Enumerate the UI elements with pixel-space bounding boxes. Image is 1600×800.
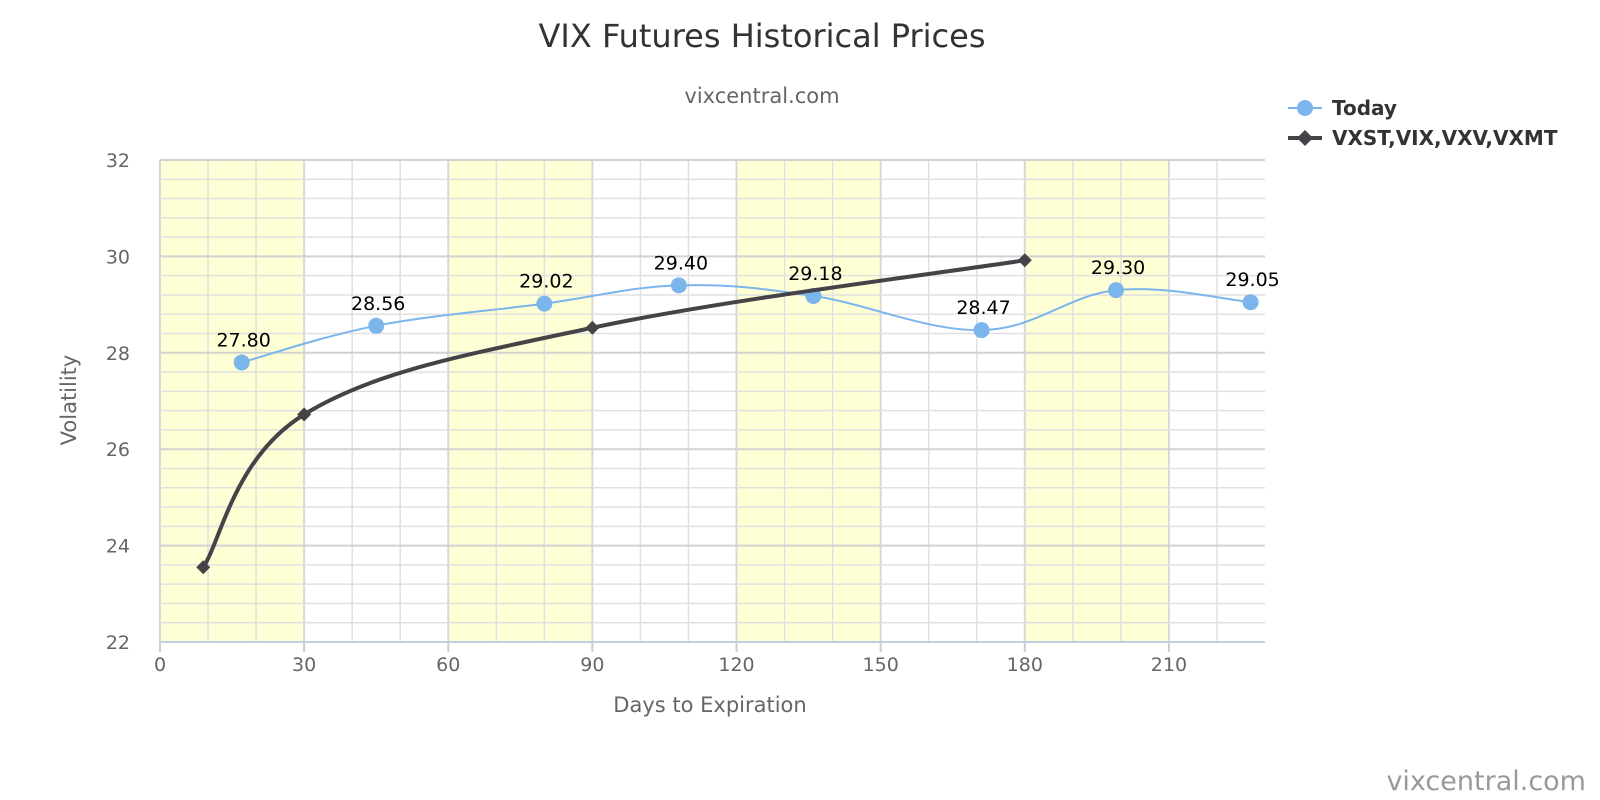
y-tick-label: 28 [106,343,130,365]
plot-band [448,160,593,642]
data-label: 29.30 [1091,257,1145,279]
data-point-today [670,277,687,294]
data-point-vxst-vix-vxv-vxmt [297,407,312,422]
data-label: 28.56 [351,293,405,315]
y-tick-label: 30 [106,246,130,268]
data-point-today [368,317,385,334]
x-tick-label: 90 [580,654,604,676]
legend-label-vxst-vix-vxv-vxmt: VXST,VIX,VXV,VXMT [1332,126,1558,150]
x-tick-label: 0 [154,654,166,676]
data-label: 29.40 [654,252,708,274]
data-point-today [973,322,990,339]
data-label: 29.18 [788,263,842,285]
grid-lines [159,159,1265,643]
legend-item-today[interactable]: Today [1288,96,1397,120]
legend-label-today: Today [1332,96,1397,120]
plot-band [160,160,305,642]
y-tick-label: 22 [106,632,130,654]
data-point-vxst-vix-vxv-vxmt [1017,253,1032,268]
chart-credit: vixcentral.com [1386,766,1586,797]
data-label: 28.47 [956,297,1010,319]
y-tick-label: 26 [106,439,130,461]
x-tick-label: 150 [863,654,899,676]
chart-title: VIX Futures Historical Prices [539,17,986,55]
data-point-today [1108,282,1125,299]
x-tick-label: 60 [436,654,460,676]
legend-marker-circle-icon [1297,100,1313,116]
x-tick-label: 120 [718,654,754,676]
data-labels-layer: 27.80 28.56 29.02 29.40 29.18 28.47 29.30 29.05 [216,252,1279,351]
data-point-vxst-vix-vxv-vxmt [196,560,211,575]
series-layer [196,253,1259,575]
legend: Today VXST,VIX,VXV,VXMT [1288,96,1558,150]
series-line-today [240,284,1252,364]
plot-bands [160,160,1169,642]
axes: 0 30 60 90 120 150 180 210 22 24 26 28 30 32 [106,150,1265,676]
legend-marker-diamond-icon [1297,130,1313,146]
data-point-today [1242,294,1259,311]
x-axis-title: Days to Expiration [613,693,806,717]
data-point-today [536,295,553,312]
data-point-today [233,354,250,371]
series-line-vxst-vix-vxv-vxmt [201,258,1027,570]
legend-item-vxst-vix-vxv-vxmt[interactable]: VXST,VIX,VXV,VXMT [1288,126,1558,150]
x-tick-label: 180 [1007,654,1043,676]
data-label: 27.80 [216,329,270,351]
y-tick-label: 32 [106,150,130,172]
plot-band [1024,160,1169,642]
x-tick-label: 30 [292,654,316,676]
data-point-vxst-vix-vxv-vxmt [585,320,600,335]
data-label: 29.05 [1225,269,1279,291]
x-tick-label: 210 [1151,654,1187,676]
y-tick-label: 24 [106,536,130,558]
plot-band [736,160,881,642]
chart-subtitle: vixcentral.com [684,84,839,108]
y-axis-title: Volatility [57,355,81,446]
data-label: 29.02 [519,271,573,293]
